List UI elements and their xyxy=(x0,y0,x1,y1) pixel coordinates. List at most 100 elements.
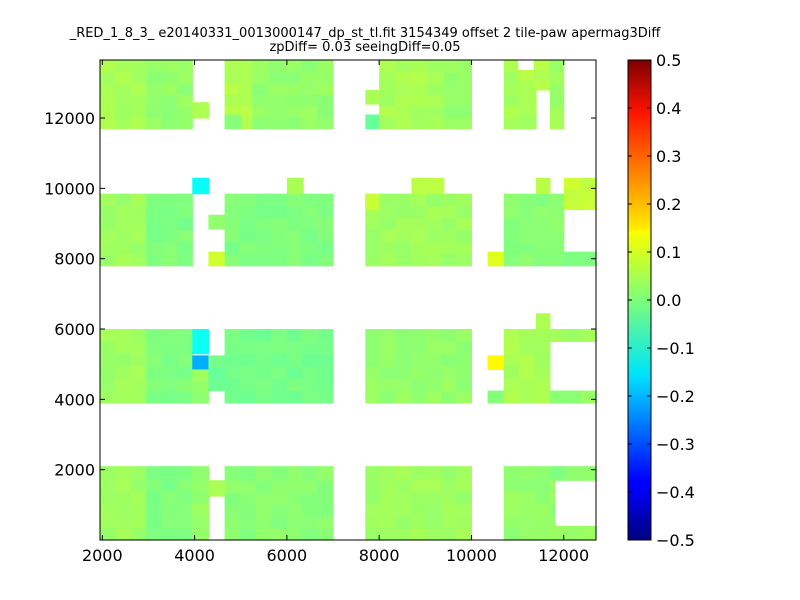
heatmap-cell xyxy=(380,390,397,404)
heatmap-cell xyxy=(224,353,241,367)
heatmap-cell xyxy=(441,378,457,392)
heatmap-cell xyxy=(379,71,396,84)
heatmap-cell xyxy=(176,527,193,541)
y-tick-label: 6000 xyxy=(54,320,95,339)
heatmap-cell xyxy=(534,466,551,480)
heatmap-cell xyxy=(176,229,193,243)
heatmap-cell xyxy=(255,390,272,404)
heatmap-cell xyxy=(395,378,412,392)
heatmap-cell xyxy=(240,466,257,481)
heatmap-cell xyxy=(365,390,382,404)
heatmap-cell xyxy=(441,205,457,219)
heatmap-cell xyxy=(456,353,473,367)
heatmap-cell xyxy=(517,115,537,130)
heatmap-cell xyxy=(130,490,147,504)
heatmap-cell xyxy=(271,341,288,355)
heatmap-cell xyxy=(208,378,226,392)
heatmap-cell xyxy=(224,329,241,342)
heatmap-cell xyxy=(238,94,253,107)
heatmap-cell xyxy=(100,229,116,243)
heatmap-cell xyxy=(365,217,382,231)
heatmap-cell xyxy=(146,527,163,541)
heatmap-cell xyxy=(317,365,334,379)
heatmap-cell xyxy=(518,253,535,267)
heatmap-cell xyxy=(255,365,272,379)
heatmap-cell xyxy=(427,94,445,107)
heatmap-cell xyxy=(115,490,132,504)
y-tick-label: 8000 xyxy=(54,250,95,269)
heatmap-cell xyxy=(533,79,551,91)
heatmap-cell xyxy=(425,341,442,355)
heatmap-cell xyxy=(518,241,535,255)
heatmap-cell xyxy=(224,82,240,95)
heatmap-cell xyxy=(100,466,116,480)
heatmap-cell xyxy=(549,117,565,130)
heatmap-cell xyxy=(240,341,257,355)
heatmap-cell xyxy=(395,253,412,267)
colorbar-ticks: 0.5 0.4 0.3 0.2 0.1 0.0 −0.1 −0.2 −0.3 −0.4 −0.5 xyxy=(628,51,695,550)
heatmap-cell xyxy=(517,89,537,104)
heatmap-cell xyxy=(115,378,132,392)
heatmap-cell xyxy=(240,217,257,231)
heatmap-cell xyxy=(255,193,272,207)
heatmap-cell xyxy=(286,466,303,481)
heatmap-cell xyxy=(130,60,147,73)
heatmap-cell xyxy=(130,105,147,118)
heatmap-cell xyxy=(441,515,457,529)
heatmap-cell xyxy=(252,71,270,84)
heatmap-cell xyxy=(380,365,397,379)
heatmap-cell xyxy=(519,329,536,342)
heatmap-cell xyxy=(161,193,178,207)
plot-frame xyxy=(99,59,597,541)
heatmap-cell xyxy=(130,478,147,492)
heatmap-cell xyxy=(517,69,535,81)
heatmap-cell xyxy=(443,71,459,84)
heatmap-cell xyxy=(224,114,242,130)
heatmap-cell xyxy=(410,466,427,480)
heatmap-cell xyxy=(224,504,241,517)
heatmap-cell xyxy=(240,492,257,505)
heatmap-cell xyxy=(115,217,132,231)
heatmap-cell xyxy=(176,253,193,267)
heatmap-cell xyxy=(441,527,457,541)
heatmap-cell xyxy=(549,480,556,493)
heatmap-cell xyxy=(411,71,429,84)
heatmap-cell xyxy=(395,341,412,355)
heatmap-cell xyxy=(115,82,132,95)
heatmap-cell xyxy=(176,105,193,118)
heatmap-cell xyxy=(441,365,457,379)
heatmap-cell xyxy=(380,329,397,342)
heatmap-cell xyxy=(441,329,457,342)
heatmap-cell xyxy=(271,390,288,404)
heatmap-cell xyxy=(411,177,429,195)
heatmap-cell xyxy=(146,94,163,107)
heatmap-cell xyxy=(563,188,581,200)
heatmap-cell xyxy=(456,341,473,355)
heatmap-cell xyxy=(115,71,132,84)
heatmap-cell xyxy=(192,466,210,480)
heatmap-cell xyxy=(536,313,551,330)
heatmap-cell xyxy=(286,329,303,342)
heatmap-cell xyxy=(100,390,116,404)
heatmap-cell xyxy=(519,466,536,480)
heatmap-cell xyxy=(441,503,457,516)
heatmap-cell xyxy=(224,516,241,529)
heatmap-cell xyxy=(548,217,565,231)
heatmap-cell xyxy=(365,478,382,492)
heatmap-cell xyxy=(503,365,520,379)
heatmap-cell xyxy=(115,341,132,355)
heatmap-cell xyxy=(240,253,257,267)
heatmap-cell xyxy=(224,71,240,84)
heatmap-cell xyxy=(379,60,396,73)
heatmap-cell xyxy=(457,60,473,73)
heatmap-cell xyxy=(317,329,334,342)
heatmap-cell xyxy=(457,94,473,107)
heatmap-cells xyxy=(100,60,597,541)
heatmap-cell xyxy=(115,229,132,243)
heatmap-cell xyxy=(176,390,193,404)
heatmap-cell xyxy=(255,480,272,493)
heatmap-cell xyxy=(519,478,536,492)
heatmap-cell xyxy=(271,504,288,517)
heatmap-cell xyxy=(271,241,288,255)
